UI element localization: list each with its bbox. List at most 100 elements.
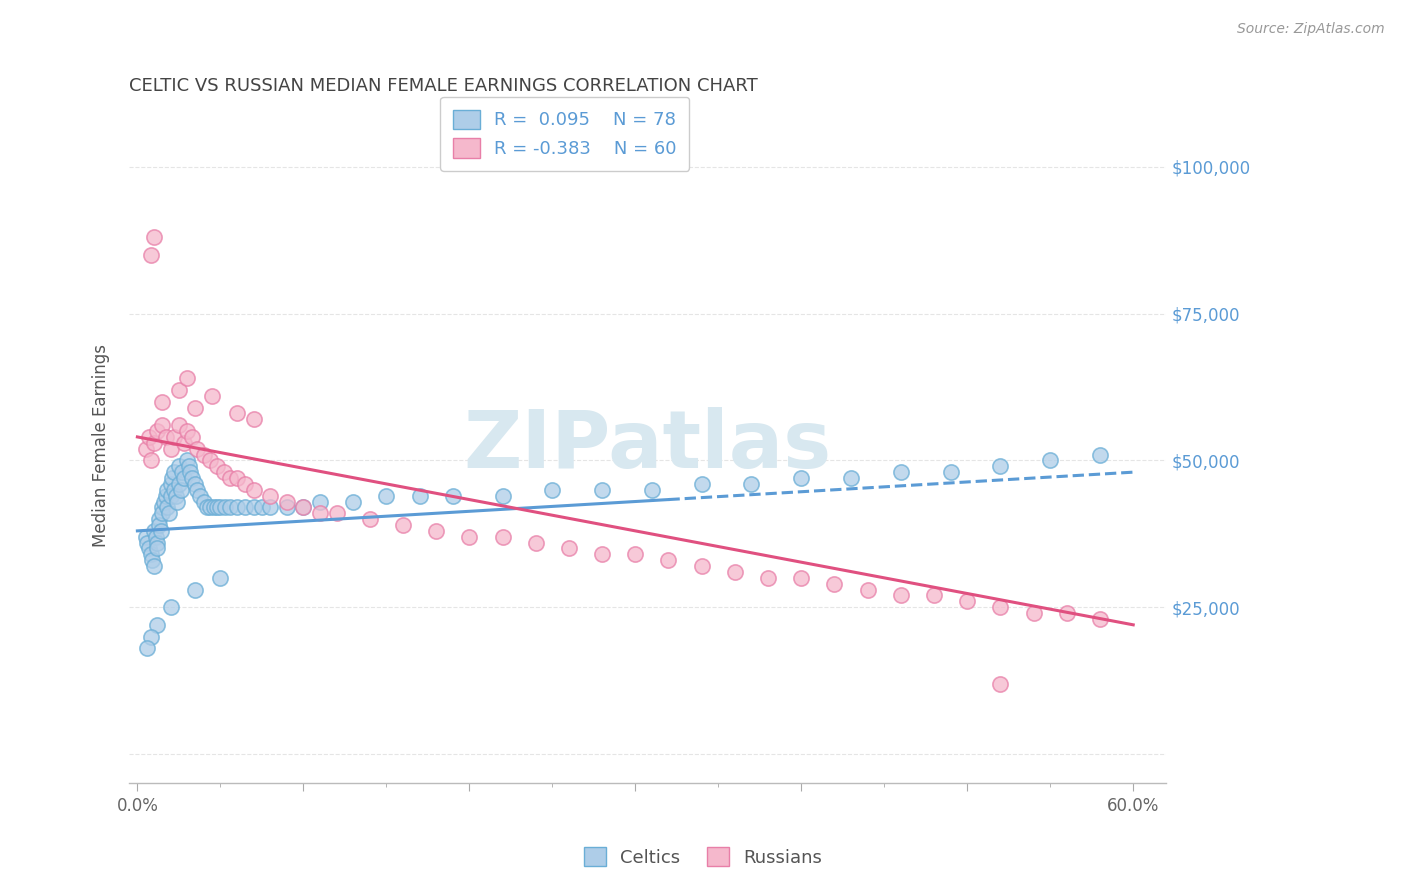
- Point: [242, 500, 264, 515]
- Text: CELTIC VS RUSSIAN MEDIAN FEMALE EARNINGS CORRELATION CHART: CELTIC VS RUSSIAN MEDIAN FEMALE EARNINGS…: [129, 78, 758, 95]
- Point: [184, 476, 207, 491]
- Point: [824, 576, 846, 591]
- Point: [541, 483, 564, 497]
- Point: [163, 465, 186, 479]
- Point: [690, 476, 713, 491]
- Point: [181, 430, 204, 444]
- Point: [157, 506, 180, 520]
- Legend: R =  0.095    N = 78, R = -0.383    N = 60: R = 0.095 N = 78, R = -0.383 N = 60: [440, 97, 689, 171]
- Point: [159, 442, 181, 456]
- Point: [193, 448, 215, 462]
- Point: [939, 465, 962, 479]
- Point: [524, 535, 547, 549]
- Point: [790, 471, 813, 485]
- Point: [190, 489, 212, 503]
- Point: [139, 547, 162, 561]
- Point: [163, 483, 186, 497]
- Point: [209, 571, 232, 585]
- Point: [176, 453, 198, 467]
- Point: [139, 248, 162, 262]
- Point: [167, 459, 190, 474]
- Point: [155, 489, 177, 503]
- Point: [1088, 612, 1111, 626]
- Point: [145, 530, 167, 544]
- Point: [214, 500, 236, 515]
- Point: [139, 453, 162, 467]
- Point: [657, 553, 679, 567]
- Point: [149, 524, 172, 538]
- Point: [641, 483, 664, 497]
- Point: [167, 476, 190, 491]
- Point: [186, 442, 208, 456]
- Point: [177, 459, 200, 474]
- Point: [325, 506, 347, 520]
- Point: [143, 435, 166, 450]
- Point: [375, 489, 398, 503]
- Point: [309, 494, 332, 508]
- Point: [990, 459, 1012, 474]
- Point: [292, 500, 315, 515]
- Point: [558, 541, 581, 556]
- Point: [219, 500, 242, 515]
- Point: [165, 489, 187, 503]
- Point: [201, 389, 224, 403]
- Y-axis label: Median Female Earnings: Median Female Earnings: [93, 344, 110, 547]
- Point: [159, 489, 181, 503]
- Point: [309, 506, 332, 520]
- Point: [276, 500, 298, 515]
- Point: [173, 471, 195, 485]
- Point: [195, 500, 218, 515]
- Point: [839, 471, 862, 485]
- Point: [138, 541, 160, 556]
- Point: [250, 500, 273, 515]
- Point: [219, 471, 242, 485]
- Point: [690, 559, 713, 574]
- Point: [163, 430, 186, 444]
- Point: [166, 494, 188, 508]
- Point: [890, 589, 912, 603]
- Point: [790, 571, 813, 585]
- Point: [276, 494, 298, 508]
- Point: [890, 465, 912, 479]
- Point: [458, 530, 481, 544]
- Point: [205, 459, 228, 474]
- Point: [138, 430, 160, 444]
- Point: [242, 412, 264, 426]
- Point: [172, 465, 194, 479]
- Point: [359, 512, 381, 526]
- Point: [425, 524, 447, 538]
- Point: [259, 489, 281, 503]
- Text: ZIPatlas: ZIPatlas: [464, 407, 832, 484]
- Point: [441, 489, 464, 503]
- Point: [1022, 606, 1045, 620]
- Point: [1039, 453, 1062, 467]
- Point: [226, 406, 249, 420]
- Point: [956, 594, 979, 608]
- Point: [200, 500, 222, 515]
- Point: [135, 530, 157, 544]
- Point: [205, 500, 228, 515]
- Point: [156, 500, 179, 515]
- Point: [1088, 448, 1111, 462]
- Point: [150, 394, 173, 409]
- Point: [756, 571, 779, 585]
- Point: [226, 471, 249, 485]
- Point: [212, 465, 235, 479]
- Point: [135, 442, 157, 456]
- Point: [176, 424, 198, 438]
- Point: [591, 483, 613, 497]
- Legend: Celtics, Russians: Celtics, Russians: [576, 840, 830, 874]
- Point: [922, 589, 945, 603]
- Point: [209, 500, 232, 515]
- Point: [167, 383, 190, 397]
- Point: [202, 500, 225, 515]
- Point: [193, 494, 215, 508]
- Point: [226, 500, 249, 515]
- Point: [136, 641, 159, 656]
- Point: [160, 471, 183, 485]
- Point: [136, 535, 159, 549]
- Point: [292, 500, 315, 515]
- Point: [143, 524, 166, 538]
- Point: [150, 500, 173, 515]
- Point: [259, 500, 281, 515]
